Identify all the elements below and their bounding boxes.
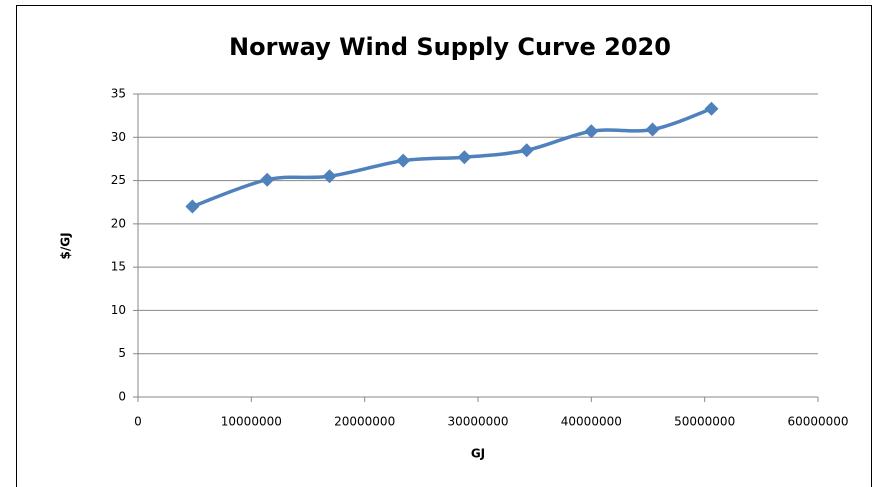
x-axis-label: GJ [471, 447, 485, 461]
y-tick-label: 20 [111, 216, 126, 230]
x-tick-label: 60000000 [787, 415, 848, 429]
x-tick-label: 50000000 [674, 415, 735, 429]
y-tick-label: 30 [111, 130, 126, 144]
point-marker [260, 172, 275, 187]
y-tick-label: 35 [111, 87, 126, 101]
point-marker [584, 124, 599, 139]
point-marker [519, 143, 534, 158]
point-marker [185, 199, 200, 214]
point-marker [457, 150, 472, 165]
y-tick-label: 15 [111, 260, 126, 274]
point-marker [704, 101, 719, 116]
y-tick-label: 10 [111, 303, 126, 317]
y-tick-label: 5 [118, 346, 126, 360]
y-axis-label: $/GJ [59, 232, 73, 259]
x-tick-label: 30000000 [447, 415, 508, 429]
point-marker [645, 122, 660, 137]
y-tick-label: 0 [118, 390, 126, 404]
point-marker [322, 169, 337, 184]
x-tick-label: 40000000 [561, 415, 622, 429]
x-tick-label: 0 [134, 415, 142, 429]
x-tick-label: 20000000 [334, 415, 395, 429]
point-marker [396, 153, 411, 168]
chart-border [16, 5, 872, 487]
chart-title: Norway Wind Supply Curve 2020 [229, 33, 671, 61]
y-tick-label: 25 [111, 173, 126, 187]
x-tick-label: 10000000 [221, 415, 282, 429]
